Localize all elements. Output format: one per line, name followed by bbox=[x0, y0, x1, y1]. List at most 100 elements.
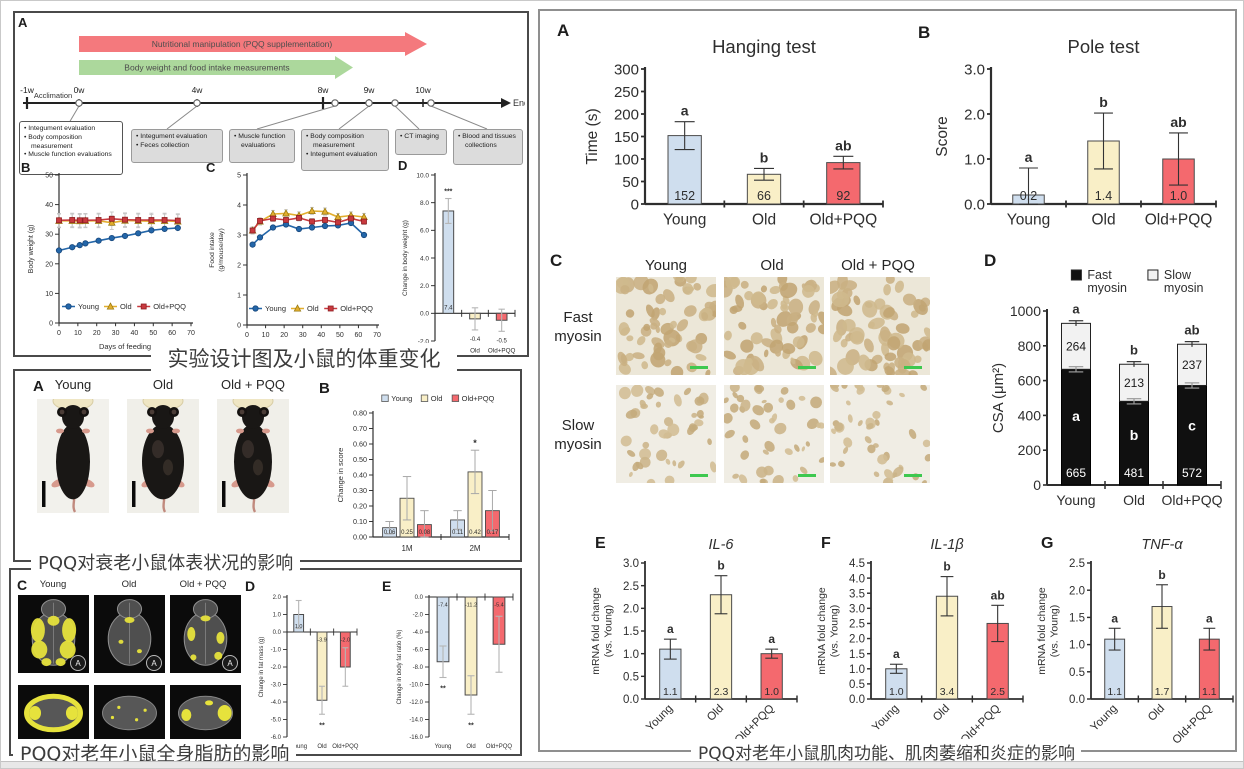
svg-text:1.4: 1.4 bbox=[1095, 189, 1112, 203]
integument-score-chart: 0.00 0.10 0.20 0.30 0.40 0.50 0.60 0.70 0.80 Chan… bbox=[327, 387, 519, 557]
svg-text:Young: Young bbox=[644, 703, 675, 734]
svg-text:Old+PQQ: Old+PQQ bbox=[1145, 212, 1213, 229]
panel-label-a: A bbox=[33, 378, 44, 395]
svg-text:0.2: 0.2 bbox=[1020, 189, 1037, 203]
svg-text:2: 2 bbox=[237, 263, 241, 270]
histology-fast-myosin-old bbox=[724, 277, 824, 375]
svg-text:2M: 2M bbox=[469, 544, 480, 553]
figure-caption-design: 实验设计图及小鼠的体重变化 bbox=[151, 343, 457, 373]
svg-text:0.60: 0.60 bbox=[353, 440, 367, 449]
svg-text:Old+PQQ: Old+PQQ bbox=[153, 302, 186, 311]
histology-col-label-old: Old bbox=[760, 257, 784, 274]
svg-text:mRNA fold change: mRNA fold change bbox=[816, 587, 828, 675]
svg-text:3.0: 3.0 bbox=[623, 558, 639, 570]
svg-text:2.0: 2.0 bbox=[273, 595, 282, 601]
svg-text:10.0: 10.0 bbox=[416, 172, 429, 179]
svg-text:0.0: 0.0 bbox=[415, 595, 424, 601]
svg-text:0.40: 0.40 bbox=[353, 471, 367, 480]
svg-text:(vs. Young): (vs. Young) bbox=[1049, 605, 1061, 658]
svg-text:Young: Young bbox=[265, 304, 286, 313]
svg-text:Old: Old bbox=[466, 744, 475, 750]
svg-text:-1.0: -1.0 bbox=[271, 648, 282, 654]
svg-text:-2.0: -2.0 bbox=[413, 613, 424, 619]
svg-text:3.5: 3.5 bbox=[849, 588, 865, 600]
svg-text:-6.0: -6.0 bbox=[271, 735, 282, 741]
histology-col-label-young: Young bbox=[645, 257, 687, 274]
svg-text:0.5: 0.5 bbox=[1069, 667, 1085, 679]
svg-text:20: 20 bbox=[280, 332, 288, 339]
panel-label-e: E bbox=[595, 535, 606, 552]
svg-text:2.0: 2.0 bbox=[964, 106, 985, 123]
svg-text:1.0: 1.0 bbox=[964, 151, 985, 168]
mouse-photo-old bbox=[127, 399, 199, 513]
svg-text:50: 50 bbox=[622, 174, 639, 191]
photo-label-young: Young bbox=[54, 377, 92, 392]
svg-text:Young: Young bbox=[391, 394, 412, 403]
svg-text:1.0: 1.0 bbox=[295, 624, 303, 630]
svg-text:Young: Young bbox=[663, 212, 706, 229]
svg-text:Old+PQQ: Old+PQQ bbox=[1161, 492, 1222, 508]
panel-label-d: D bbox=[984, 251, 997, 270]
svg-text:6.0: 6.0 bbox=[420, 228, 429, 235]
timeline-event-box: Muscle function evaluations bbox=[229, 129, 295, 163]
svg-text:a: a bbox=[681, 103, 689, 119]
svg-text:264: 264 bbox=[1066, 340, 1086, 354]
svg-text:Old: Old bbox=[1123, 492, 1145, 508]
svg-text:0: 0 bbox=[1033, 477, 1041, 493]
timeline-event-box: Integument evaluationFeces collection bbox=[131, 129, 223, 163]
svg-text:3.0: 3.0 bbox=[964, 61, 985, 78]
svg-text:Young: Young bbox=[1089, 703, 1120, 734]
panel-label-f: F bbox=[821, 535, 831, 552]
svg-text:0.11: 0.11 bbox=[452, 530, 464, 536]
study-timeline-diagram: Nutritional manipulation (PQQ supplement… bbox=[17, 31, 529, 175]
svg-text:3.0: 3.0 bbox=[849, 603, 865, 615]
svg-text:1.0: 1.0 bbox=[889, 686, 904, 698]
svg-text:-8.0: -8.0 bbox=[413, 665, 424, 671]
svg-text:20: 20 bbox=[45, 261, 53, 268]
svg-text:600: 600 bbox=[1018, 373, 1042, 389]
svg-text:1: 1 bbox=[237, 293, 241, 300]
histology-col-label-old-pqq: Old + PQQ bbox=[841, 257, 915, 274]
panel-label-c: C bbox=[206, 160, 216, 175]
svg-text:Old+PQQ: Old+PQQ bbox=[810, 212, 878, 229]
svg-text:0: 0 bbox=[631, 196, 639, 213]
svg-text:ab: ab bbox=[1170, 114, 1186, 130]
svg-text:***: *** bbox=[444, 189, 452, 196]
svg-text:1.0: 1.0 bbox=[623, 649, 639, 661]
svg-text:100: 100 bbox=[614, 151, 639, 168]
svg-text:**: ** bbox=[319, 722, 325, 729]
svg-text:-5.0: -5.0 bbox=[271, 718, 282, 724]
svg-text:70: 70 bbox=[187, 330, 195, 337]
photo-label-old: Old bbox=[152, 377, 174, 392]
svg-text:-3.0: -3.0 bbox=[271, 683, 282, 689]
timeline-event-box: Blood and tissues collections bbox=[453, 129, 523, 165]
panel-label-c: C bbox=[17, 577, 28, 593]
svg-text:TNF-α: TNF-α bbox=[1141, 537, 1183, 553]
svg-text:60: 60 bbox=[355, 332, 363, 339]
svg-text:1000: 1000 bbox=[1010, 303, 1041, 319]
svg-text:1.1: 1.1 bbox=[663, 686, 678, 698]
svg-text:*: * bbox=[473, 438, 477, 448]
svg-text:152: 152 bbox=[674, 189, 695, 203]
svg-text:8w: 8w bbox=[318, 85, 330, 95]
svg-text:(vs. Young): (vs. Young) bbox=[603, 605, 615, 658]
panel-label-g: G bbox=[1041, 535, 1054, 552]
ct-image-old-pqq-coronal: A bbox=[170, 595, 241, 673]
svg-text:7.4: 7.4 bbox=[444, 305, 453, 311]
svg-text:30: 30 bbox=[112, 330, 120, 337]
panel-label-a: A bbox=[18, 15, 28, 30]
timeline-event-box: Body composition measurementIntegument e… bbox=[301, 129, 389, 171]
svg-text:0.42: 0.42 bbox=[469, 530, 481, 536]
svg-text:Old: Old bbox=[931, 703, 952, 724]
svg-text:**: ** bbox=[468, 722, 474, 729]
svg-text:a: a bbox=[1025, 149, 1033, 165]
il1b-chart: 0.0 0.5 1.0 1.5 2.0 2.5 3.0 3.5 4.0 4.5 mRNA fold … bbox=[813, 535, 1031, 747]
svg-text:0.80: 0.80 bbox=[353, 409, 367, 418]
svg-text:Slow: Slow bbox=[1164, 268, 1192, 282]
svg-text:Acclimation: Acclimation bbox=[34, 91, 72, 100]
svg-text:Old: Old bbox=[307, 304, 319, 313]
svg-text:2.5: 2.5 bbox=[623, 581, 639, 593]
svg-text:800: 800 bbox=[1018, 338, 1042, 354]
ct-image-old-axial bbox=[94, 685, 165, 741]
